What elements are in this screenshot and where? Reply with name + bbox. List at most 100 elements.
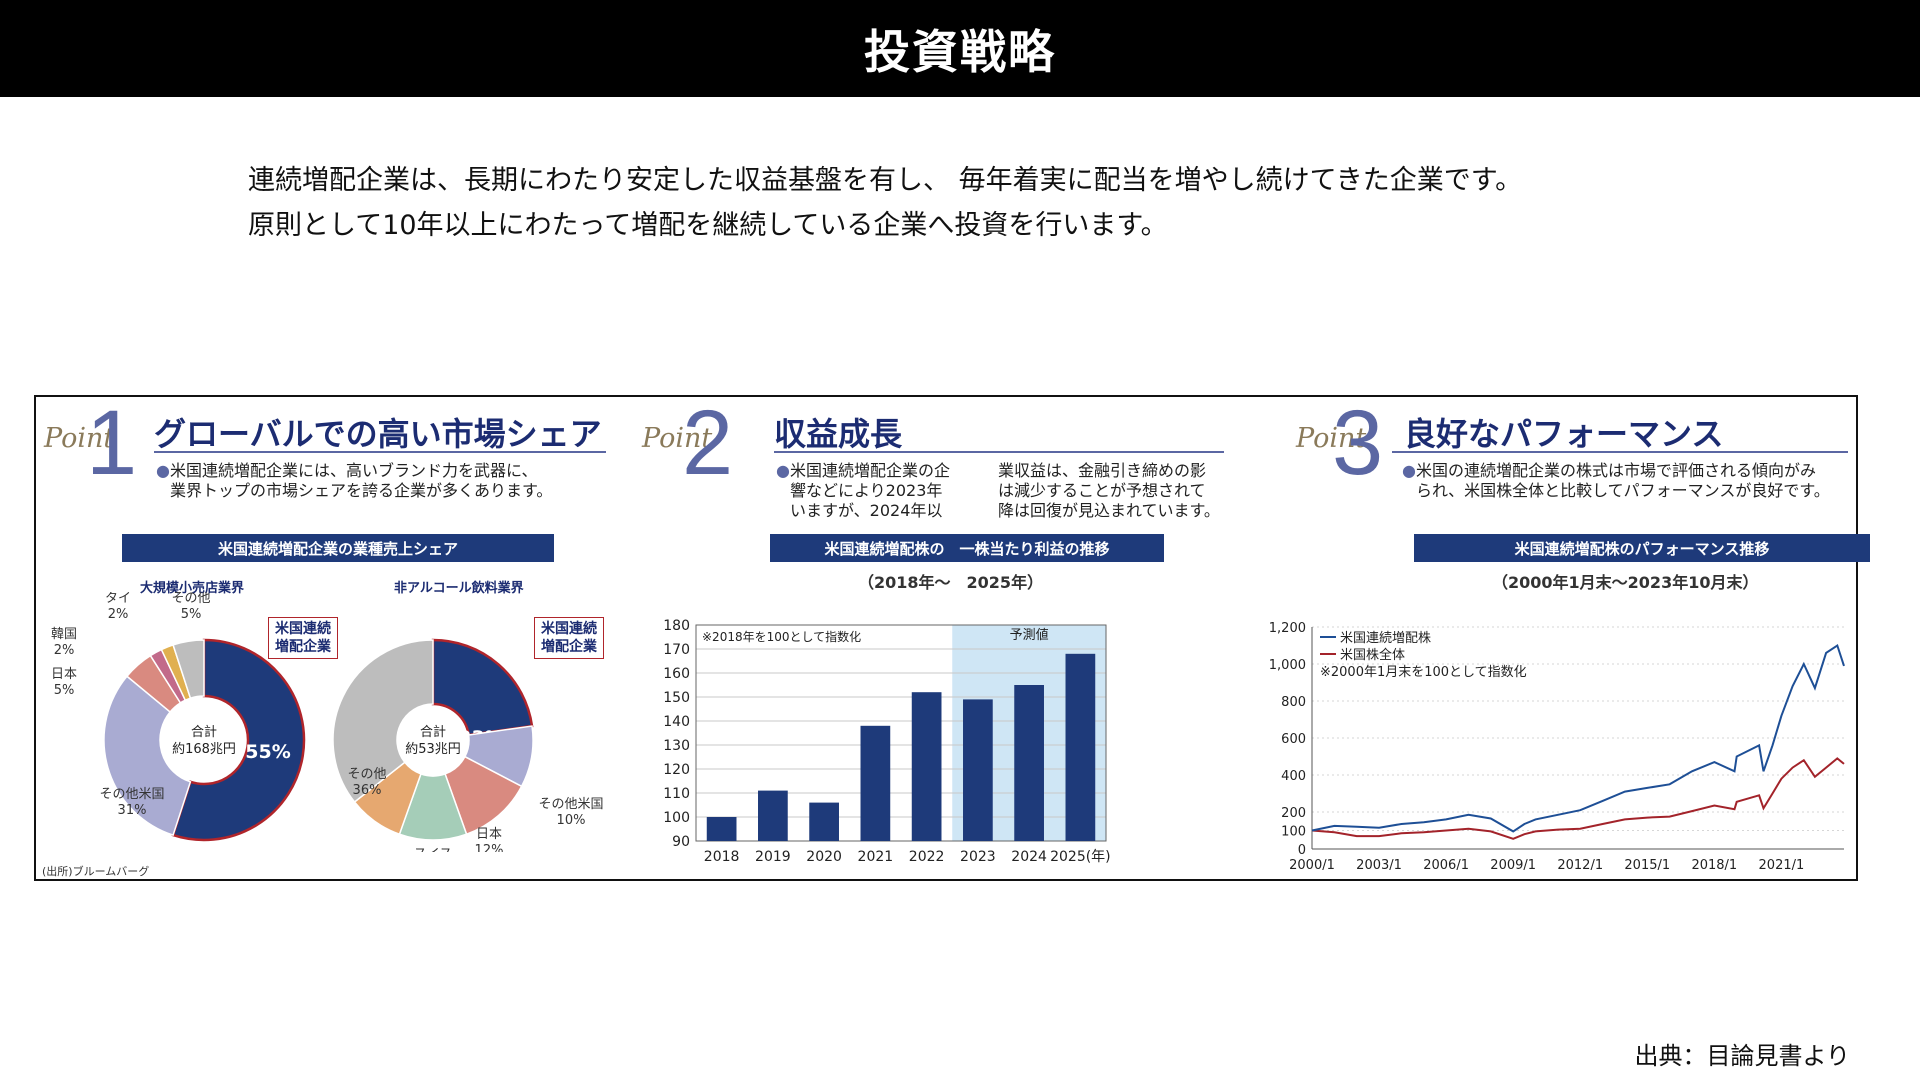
section-title: グローバルでの高い市場シェア — [154, 415, 602, 453]
eps-bar — [706, 817, 737, 841]
y-tick-label: 90 — [672, 834, 690, 850]
eps-bar — [758, 790, 788, 841]
y-tick-label: 150 — [663, 690, 690, 706]
section-bullet: ●米国の連続増配企業の株式は市場で評価される傾向がみ られ、米国株全体と比較して… — [1402, 461, 1830, 500]
y-tick-label: 400 — [1281, 769, 1306, 784]
chart-banner: 米国連続増配株のパフォーマンス推移 — [1414, 534, 1870, 562]
y-tick-label: 0 — [1298, 843, 1306, 858]
series-line — [1311, 643, 1845, 833]
slice-value: 12% — [475, 843, 504, 852]
pie-total-label: 合計 — [420, 724, 446, 740]
highlight-outline — [171, 638, 306, 842]
section-earnings-growth: Point 2 収益成長 ●米国連続増配企業の企 響などにより2023年 います… — [626, 392, 1256, 879]
y-tick-label: 140 — [663, 714, 690, 730]
slice-label: その他 — [347, 767, 386, 782]
x-tick-label: 2023 — [960, 849, 996, 865]
point-number: 1 — [86, 392, 138, 494]
intro-text: 連続増配企業は、長期にわたり安定した収益基盤を有し、 毎年着実に配当を増やし続け… — [248, 158, 1522, 248]
eps-bar — [1065, 653, 1096, 841]
eps-bar — [963, 699, 993, 841]
slice-value: 5% — [54, 683, 75, 698]
slice-label: 日本 — [51, 667, 77, 682]
eps-bar — [809, 802, 839, 841]
y-tick-label: 100 — [1281, 825, 1306, 840]
eps-bar — [860, 725, 891, 841]
strategy-panel: Point 1 グローバルでの高い市場シェア ●米国連続増配企業には、高いブラン… — [34, 392, 1870, 881]
bullet-dot-icon: ● — [1402, 461, 1416, 480]
pie-title: 大規模小売店業界 — [140, 581, 245, 596]
slice-label: スイス — [414, 847, 453, 852]
y-tick-label: 600 — [1281, 732, 1306, 747]
x-tick-label: 2025(年) — [1050, 849, 1111, 865]
y-tick-label: 130 — [663, 738, 690, 754]
point-label: Point — [642, 423, 713, 454]
slice-label: タイ — [105, 592, 131, 606]
source-note: (出所)ブルームバーグ — [42, 865, 150, 878]
x-tick-label: 2020 — [806, 849, 842, 865]
slice-value: 10% — [557, 813, 586, 828]
point-label: Point — [44, 423, 115, 454]
x-tick-label: 2022 — [909, 849, 945, 865]
title-rule — [774, 451, 1224, 453]
section-performance: Point 3 良好なパフォーマンス ●米国の連続増配企業の株式は市場で評価され… — [1256, 392, 1870, 879]
title-rule — [1392, 451, 1848, 453]
performance-line-chart: 0 100 200 400 600 800 1,000 1,200 2000/1 2003/1 20… — [1269, 621, 1845, 873]
x-tick-label: 2018/1 — [1691, 858, 1737, 873]
slice-label: 日本 — [476, 827, 502, 842]
plot-frame — [695, 624, 1107, 842]
pie-slice — [332, 639, 434, 804]
footer-source: 出典：目論見書より — [1634, 1042, 1850, 1070]
intro-line-2: 原則として10年以上にわたって増配を継続している企業へ投資を行います。 — [248, 210, 1168, 241]
slice-value: 31% — [118, 803, 147, 818]
chart-subtitle: （2018年～ 2025年） — [858, 573, 1044, 592]
chart-subtitle: （2000年1月末～2023年10月末） — [1492, 573, 1759, 592]
pie-slice — [103, 675, 192, 837]
callout-box: 米国連続 増配企業 — [534, 617, 604, 659]
slice-value: 2% — [108, 607, 129, 622]
pie-chart-beverage: 23%その他米国10%日本12%スイス11%メキシコ9%その他36%合計約53兆… — [332, 638, 604, 852]
page-title: 投資戦略 — [864, 24, 1056, 79]
eps-bar-chart: 予測値 90 100 110 120 130 140 150 160 170 180 ※2018年を1… — [663, 618, 1111, 865]
y-tick-label: 180 — [663, 618, 690, 634]
slice-label: その他米国 — [99, 787, 164, 802]
slice-value: 36% — [353, 783, 382, 798]
callout-box: 米国連続 増配企業 — [268, 617, 338, 659]
y-tick-label: 160 — [663, 666, 690, 682]
slice-label: 韓国 — [51, 627, 77, 642]
legend-label: 米国株全体 — [1340, 647, 1405, 663]
y-tick-label: 110 — [663, 786, 690, 802]
section-title: 収益成長 — [774, 415, 903, 453]
highlight-outline — [431, 638, 534, 737]
pie-total-label: 合計 — [191, 724, 217, 740]
x-tick-label: 2019 — [755, 849, 791, 865]
section-title: 良好なパフォーマンス — [1404, 415, 1724, 453]
legend-label: 米国連続増配株 — [1340, 631, 1431, 646]
slice-value: 2% — [54, 643, 75, 658]
point-number: 3 — [1332, 392, 1384, 494]
bullet-dot-icon: ● — [156, 461, 170, 480]
x-tick-label: 2003/1 — [1356, 858, 1402, 873]
y-tick-label: 200 — [1281, 806, 1306, 821]
pie-slice — [172, 639, 205, 700]
y-tick-label: 100 — [663, 810, 690, 826]
intro-line-1: 連続増配企業は、長期にわたり安定した収益基盤を有し、 毎年着実に配当を増やし続け… — [248, 165, 1523, 196]
series-line — [1311, 757, 1845, 840]
y-tick-label: 800 — [1281, 695, 1306, 710]
x-tick-label: 2000/1 — [1289, 858, 1335, 873]
y-tick-label: 170 — [663, 642, 690, 658]
slice-value: 55% — [245, 741, 290, 763]
eps-bar — [1014, 685, 1044, 841]
x-tick-label: 2021 — [858, 849, 894, 865]
section-bullet: ●米国連続増配企業の企 響などにより2023年 いますが、2024年以 — [776, 461, 950, 520]
x-tick-label: 2018 — [704, 849, 740, 865]
chart-banner: 米国連続増配株の 一株当たり利益の推移 — [770, 534, 1164, 562]
y-tick-label: 120 — [663, 762, 690, 778]
chart-note: ※2018年を100として指数化 — [702, 629, 861, 644]
x-tick-label: 2024 — [1011, 849, 1047, 865]
chart-note: ※2000年1月末を100として指数化 — [1320, 665, 1527, 680]
bullet-dot-icon: ● — [776, 461, 790, 480]
section-bullet-continued: 業収益は、金融引き締めの影 は減少することが予想されて 降は回復が見込まれていま… — [998, 461, 1220, 520]
x-tick-label: 2015/1 — [1624, 858, 1670, 873]
x-tick-label: 2006/1 — [1423, 858, 1469, 873]
